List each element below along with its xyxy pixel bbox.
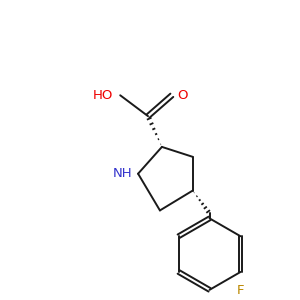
Text: NH: NH (112, 167, 132, 180)
Text: HO: HO (93, 89, 113, 102)
Text: O: O (177, 89, 187, 102)
Text: F: F (237, 284, 244, 297)
